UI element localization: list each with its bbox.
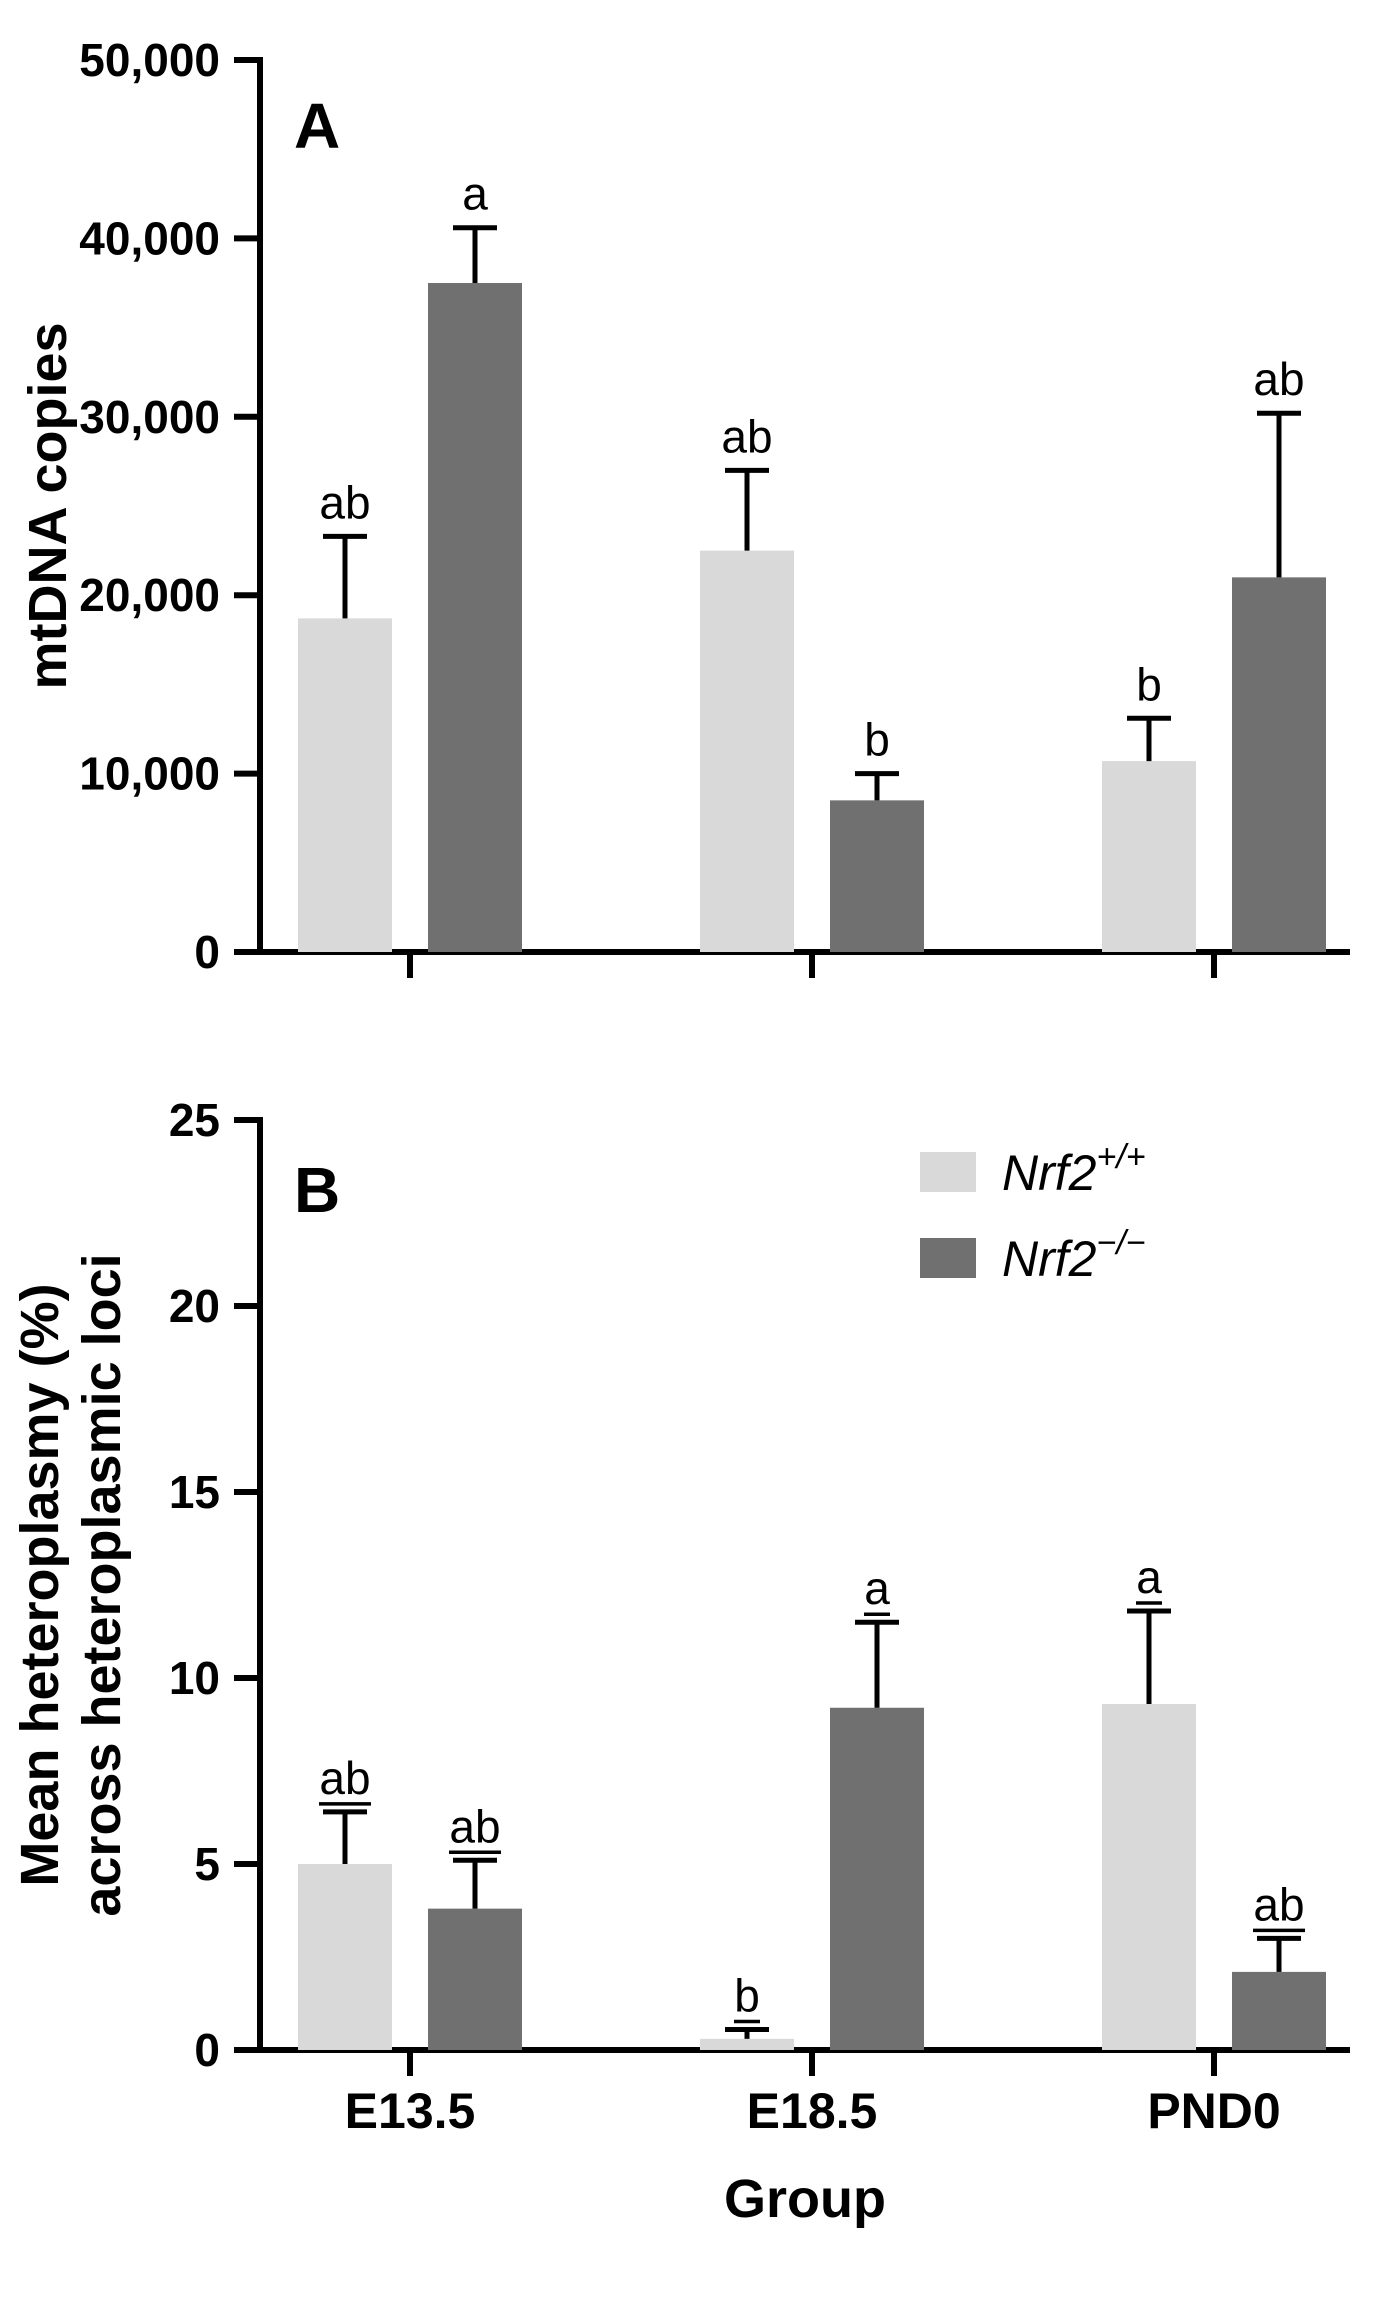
x-category-label: E18.5 [747,2083,878,2139]
bar-Nrf2-/--PND0 [1232,1971,1326,2050]
y-tick-label: 10,000 [79,748,220,800]
x-axis-title: Group [724,2169,886,2229]
sig-letter: ab [721,410,772,462]
bar-Nrf2+/+-E13.5 [298,1864,392,2050]
bar-Nrf2+/+-PND0 [1102,1704,1196,2050]
sig-letter: ab [1253,353,1304,405]
legend-swatch-Nrf2+/+ [920,1152,976,1192]
sig-letter: a [1136,1551,1162,1603]
bar-Nrf2+/+-E13.5 [298,618,392,952]
panel-b-chart: 0 5 10 15 20 25 E13.5 ab ab E18.5 b a PND0 a ab B Mean h… [10,1094,1350,2229]
panel-label: A [294,90,340,162]
sig-letter: a [462,168,488,220]
y-tick-label: 15 [169,1466,220,1518]
y-tick-label: 5 [194,1838,220,1890]
sig-letter: ab [449,1800,500,1852]
y-tick-label: 25 [169,1094,220,1146]
y-axis-title-line-1: Mean heteroplasmy (%) [10,1283,70,1886]
legend-swatch-Nrf2-/- [920,1238,976,1278]
bar-Nrf2-/--E13.5 [428,283,522,952]
y-axis-title-line-2: across heteroplasmic loci [72,1253,132,1916]
y-tick-label: 20,000 [79,569,220,621]
x-category-label: PND0 [1147,2083,1280,2139]
bar-Nrf2-/--E13.5 [428,1908,522,2050]
bar-Nrf2+/+-PND0 [1102,761,1196,952]
sig-letter: b [1136,658,1162,710]
legend-label-Nrf2+/+: Nrf2+/+ [1002,1138,1146,1201]
bar-Nrf2-/--PND0 [1232,577,1326,952]
y-axis-title: mtDNA copies [18,322,78,689]
bar-Nrf2+/+-E18.5 [700,550,794,952]
y-tick-label: 20 [169,1280,220,1332]
sig-letter: b [864,714,890,766]
bar-Nrf2+/+-E18.5 [700,2038,794,2050]
bar-Nrf2-/--E18.5 [830,1707,924,2050]
y-tick-label: 30,000 [79,391,220,443]
sig-letter: b [734,1970,760,2022]
sig-letter: ab [1253,1878,1304,1930]
x-category-label: E13.5 [345,2083,476,2139]
sig-letter: ab [319,1752,370,1804]
panel-a-chart: 0 10,000 20,000 30,000 40,000 50,000 ab a ab b b ab… [18,34,1350,978]
y-tick-label: 10 [169,1652,220,1704]
bar-Nrf2-/--E18.5 [830,800,924,952]
panel-label: B [294,1154,340,1226]
y-tick-label: 40,000 [79,212,220,264]
sig-letter: ab [319,476,370,528]
sig-letter: a [864,1562,890,1614]
y-tick-label: 0 [194,2024,220,2076]
y-tick-label: 0 [194,926,220,978]
y-tick-label: 50,000 [79,34,220,86]
legend-label-Nrf2-/-: Nrf2−/− [1002,1224,1146,1287]
